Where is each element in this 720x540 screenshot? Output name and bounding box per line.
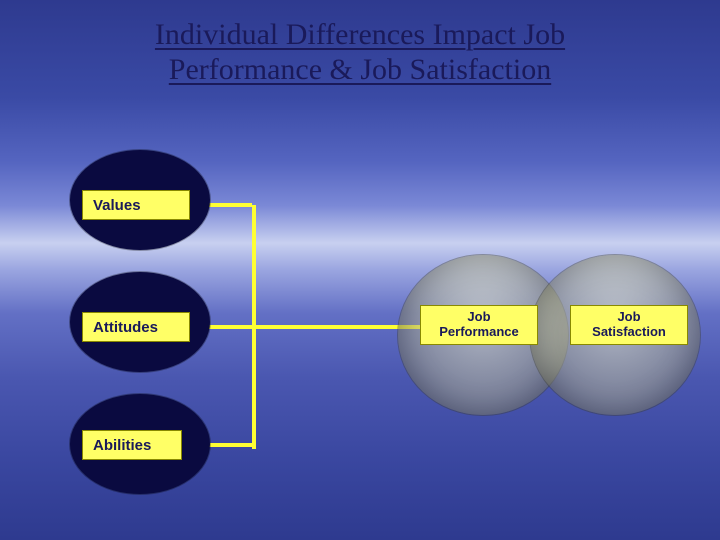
input-label-abilities: Abilities [82, 430, 182, 460]
input-label-values: Values [82, 190, 190, 220]
diagram-stage: Values Attitudes Abilities Job Performan… [0, 0, 720, 540]
input-label-attitudes: Attitudes [82, 312, 190, 342]
input-label-attitudes-text: Attitudes [93, 319, 158, 336]
output-label-performance-text: Job Performance [439, 310, 518, 340]
connector-main [252, 325, 420, 329]
output-label-satisfaction-text: Job Satisfaction [592, 310, 666, 340]
input-label-abilities-text: Abilities [93, 437, 151, 454]
input-label-values-text: Values [93, 197, 141, 214]
output-label-performance: Job Performance [420, 305, 538, 345]
output-label-satisfaction: Job Satisfaction [570, 305, 688, 345]
